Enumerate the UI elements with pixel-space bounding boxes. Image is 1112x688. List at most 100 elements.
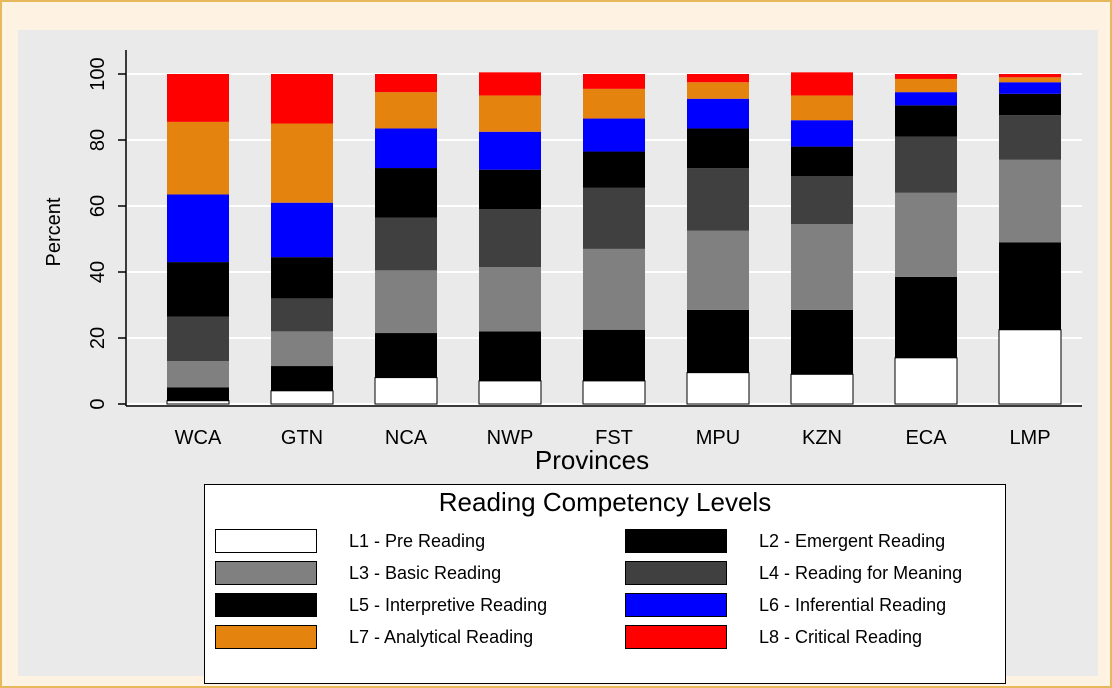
bar-segment-nwp-l1 [478, 380, 542, 405]
bar-segment-fst-l6 [583, 118, 645, 152]
bar-segment-eca-l2 [895, 276, 957, 358]
bar-segment-gtn-l2 [271, 366, 333, 391]
bar-segment-wca-l6 [167, 194, 229, 263]
bar-segment-lmp-l6 [999, 82, 1061, 94]
x-tick-label: ECA [905, 427, 947, 449]
bar-segment-mpu-l7 [687, 82, 749, 99]
x-axis-title: Provinces [535, 445, 649, 475]
bar-segment-nca-l3 [375, 270, 437, 334]
bar-segment-kzn-l3 [791, 224, 853, 310]
bar-segment-eca-l6 [895, 92, 957, 106]
legend-label: L4 - Reading for Meaning [759, 563, 963, 583]
bar-segment-wca-l8 [167, 74, 229, 122]
legend-swatch [625, 561, 727, 585]
legend-swatch [625, 625, 727, 649]
x-tick-label: LMP [1009, 427, 1050, 449]
bar-segment-eca-l5 [895, 105, 957, 137]
bar-segment-mpu-l4 [687, 168, 749, 231]
bar-segment-wca-l7 [167, 121, 229, 195]
bar-segment-mpu-l8 [687, 74, 749, 83]
x-tick-label: GTN [281, 427, 323, 449]
x-tick-label: FST [595, 427, 633, 449]
bar-segment-lmp-l8 [999, 74, 1061, 78]
bar-segment-nca-l4 [375, 217, 437, 271]
bar-segment-fst-l7 [583, 88, 645, 119]
bar-segment-lmp-l5 [999, 93, 1061, 116]
bar-segment-kzn-l1 [790, 373, 854, 405]
y-tick-label: 100 [87, 57, 109, 90]
legend-swatch [215, 593, 317, 617]
bar-segment-nca-l7 [375, 92, 437, 129]
bar-segment-lmp-l7 [999, 77, 1061, 83]
bar-segment-mpu-l3 [687, 230, 749, 310]
bar-segment-nwp-l6 [479, 131, 541, 170]
bar-segment-nwp-l3 [479, 267, 541, 332]
y-axis-title: Percent [43, 197, 65, 266]
bar-segment-nca-l1 [374, 377, 438, 405]
bar-segment-kzn-l8 [791, 72, 853, 96]
bar-segment-fst-l2 [583, 329, 645, 381]
bar-segment-nwp-l5 [479, 169, 541, 210]
legend-label: L3 - Basic Reading [349, 563, 502, 583]
bar-segment-gtn-l3 [271, 331, 333, 367]
bar-segment-gtn-l4 [271, 298, 333, 332]
bar-segment-mpu-l6 [687, 98, 749, 129]
x-tick-label: NWP [487, 427, 534, 449]
legend-label: L2 - Emergent Reading [759, 531, 946, 551]
bar-segment-gtn-l1 [270, 390, 334, 405]
legend: Reading Competency Levels L1 - Pre Readi… [204, 484, 1006, 684]
legend-swatch [625, 593, 727, 617]
bar-segment-mpu-l1 [686, 372, 750, 405]
bar-segment-lmp-l4 [999, 115, 1061, 160]
bar-segment-fst-l5 [583, 151, 645, 188]
bar-segment-fst-l3 [583, 248, 645, 330]
bar-segment-eca-l8 [895, 74, 957, 79]
bar-segment-nca-l6 [375, 128, 437, 169]
bar-segment-nwp-l7 [479, 95, 541, 132]
bar-segment-wca-l4 [167, 316, 229, 362]
bar-segment-nca-l8 [375, 74, 437, 93]
bar-segment-fst-l8 [583, 74, 645, 89]
bar-segment-gtn-l8 [271, 74, 333, 124]
bar-segment-mpu-l2 [687, 309, 749, 373]
bar-segment-eca-l1 [894, 357, 958, 405]
x-tick-label: NCA [385, 427, 428, 449]
legend-swatch [215, 561, 317, 585]
legend-swatch [215, 625, 317, 649]
legend-label: L7 - Analytical Reading [349, 627, 534, 647]
y-tick-label: 20 [87, 327, 109, 349]
legend-label: L1 - Pre Reading [349, 531, 486, 551]
bar-segment-lmp-l3 [999, 159, 1061, 243]
legend-label: L5 - Interpretive Reading [349, 595, 548, 615]
y-tick-label: 80 [87, 129, 109, 151]
legend-title: Reading Competency Levels [438, 487, 772, 517]
x-tick-label: KZN [802, 427, 842, 449]
bar-segment-gtn-l5 [271, 257, 333, 299]
bar-segment-fst-l4 [583, 187, 645, 249]
bar-segment-kzn-l6 [791, 120, 853, 147]
bar-segment-nwp-l2 [479, 331, 541, 381]
bar-segment-kzn-l7 [791, 95, 853, 121]
bar-segment-kzn-l2 [791, 309, 853, 375]
bar-segment-nca-l2 [375, 333, 437, 378]
y-tick-label: 40 [87, 261, 109, 283]
bar-segment-gtn-l7 [271, 123, 333, 203]
x-tick-label: MPU [696, 427, 740, 449]
bar-segment-wca-l3 [167, 361, 229, 388]
bar-segment-gtn-l6 [271, 202, 333, 258]
legend-swatch [625, 529, 727, 553]
bar-segment-kzn-l5 [791, 146, 853, 177]
bar-segment-eca-l7 [895, 78, 957, 93]
legend-label: L8 - Critical Reading [759, 627, 923, 647]
y-tick-label: 60 [87, 195, 109, 217]
y-tick-label: 0 [87, 398, 109, 409]
bar-segment-nwp-l8 [479, 72, 541, 96]
legend-swatch [215, 529, 317, 553]
bar-segment-nwp-l4 [479, 209, 541, 268]
bar-segment-eca-l4 [895, 136, 957, 193]
bar-segment-lmp-l2 [999, 242, 1061, 330]
bar-segment-wca-l1 [166, 400, 230, 405]
bar-segment-wca-l5 [167, 262, 229, 317]
